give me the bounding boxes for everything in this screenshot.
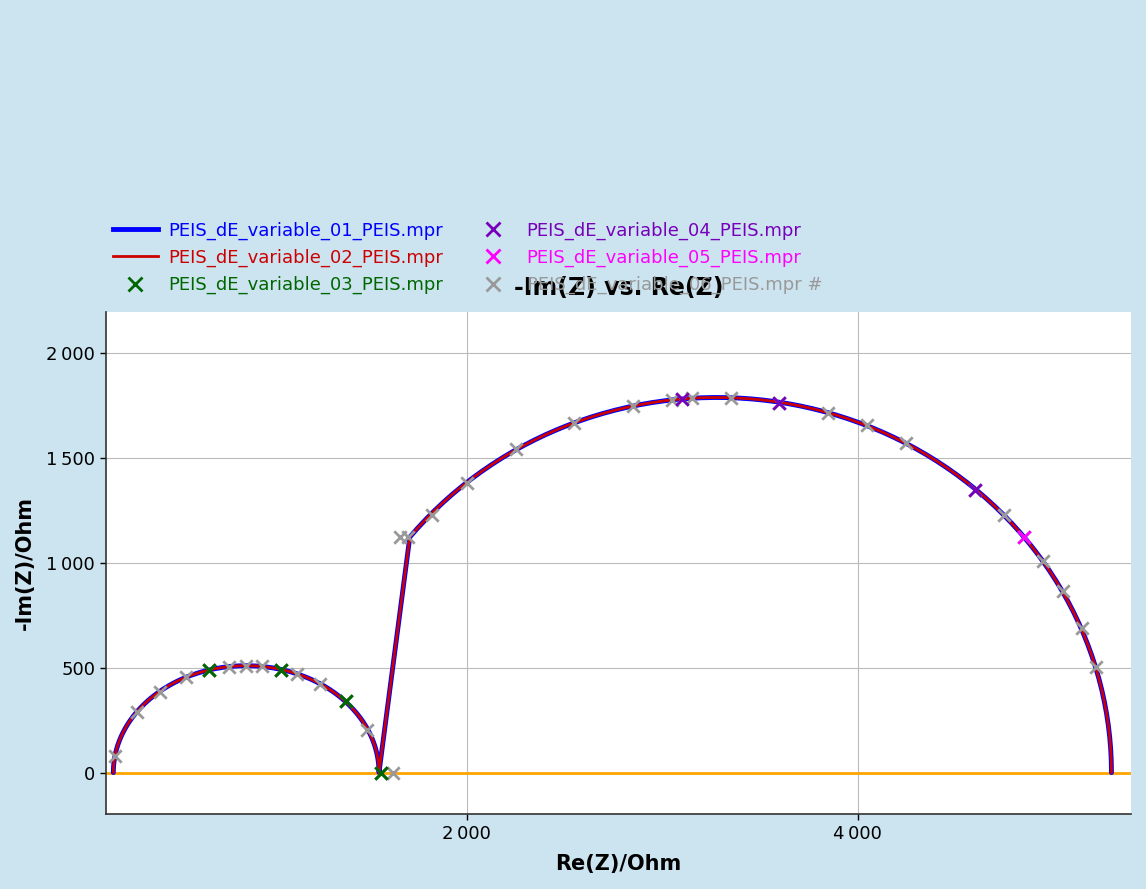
Point bbox=[673, 392, 691, 406]
Point bbox=[1086, 661, 1105, 675]
Point bbox=[399, 530, 417, 544]
Point bbox=[107, 749, 125, 763]
Point bbox=[770, 396, 788, 410]
Point bbox=[858, 418, 877, 432]
Point bbox=[995, 508, 1013, 522]
Point bbox=[819, 406, 838, 420]
Point bbox=[312, 677, 330, 691]
Point bbox=[423, 508, 441, 522]
Point bbox=[151, 685, 170, 699]
Point bbox=[127, 705, 146, 719]
Point bbox=[966, 483, 984, 497]
Point bbox=[1053, 584, 1072, 598]
Point bbox=[966, 483, 984, 497]
Y-axis label: -Im(Z)/Ohm: -Im(Z)/Ohm bbox=[15, 496, 36, 630]
Legend: PEIS_dE_variable_01_PEIS.mpr, PEIS_dE_variable_02_PEIS.mpr, PEIS_dE_variable_03_: PEIS_dE_variable_01_PEIS.mpr, PEIS_dE_va… bbox=[105, 214, 830, 301]
Point bbox=[1034, 554, 1052, 568]
Point bbox=[457, 476, 476, 490]
Point bbox=[1014, 530, 1033, 544]
Point bbox=[176, 669, 195, 684]
Point bbox=[358, 723, 376, 737]
Point bbox=[337, 694, 355, 709]
Point bbox=[237, 659, 256, 673]
Point bbox=[371, 765, 390, 780]
Point bbox=[272, 662, 290, 677]
Title: -Im(Z) vs. Re(Z): -Im(Z) vs. Re(Z) bbox=[513, 276, 723, 300]
Point bbox=[770, 396, 788, 410]
Point bbox=[371, 765, 390, 780]
Point bbox=[384, 765, 402, 780]
Point bbox=[673, 392, 691, 406]
Point bbox=[1073, 621, 1091, 636]
Point bbox=[391, 530, 409, 544]
Point bbox=[337, 694, 355, 709]
Point bbox=[272, 662, 290, 677]
Point bbox=[897, 436, 916, 450]
Point bbox=[682, 391, 700, 405]
Point bbox=[1014, 530, 1033, 544]
Point bbox=[507, 442, 525, 456]
Point bbox=[199, 662, 218, 677]
Point bbox=[199, 662, 218, 677]
Point bbox=[722, 390, 740, 404]
Point bbox=[252, 660, 270, 674]
Point bbox=[662, 393, 681, 407]
Point bbox=[565, 416, 583, 430]
Point bbox=[219, 660, 237, 674]
X-axis label: Re(Z)/Ohm: Re(Z)/Ohm bbox=[555, 854, 682, 874]
Point bbox=[623, 399, 642, 413]
Point bbox=[288, 667, 306, 681]
